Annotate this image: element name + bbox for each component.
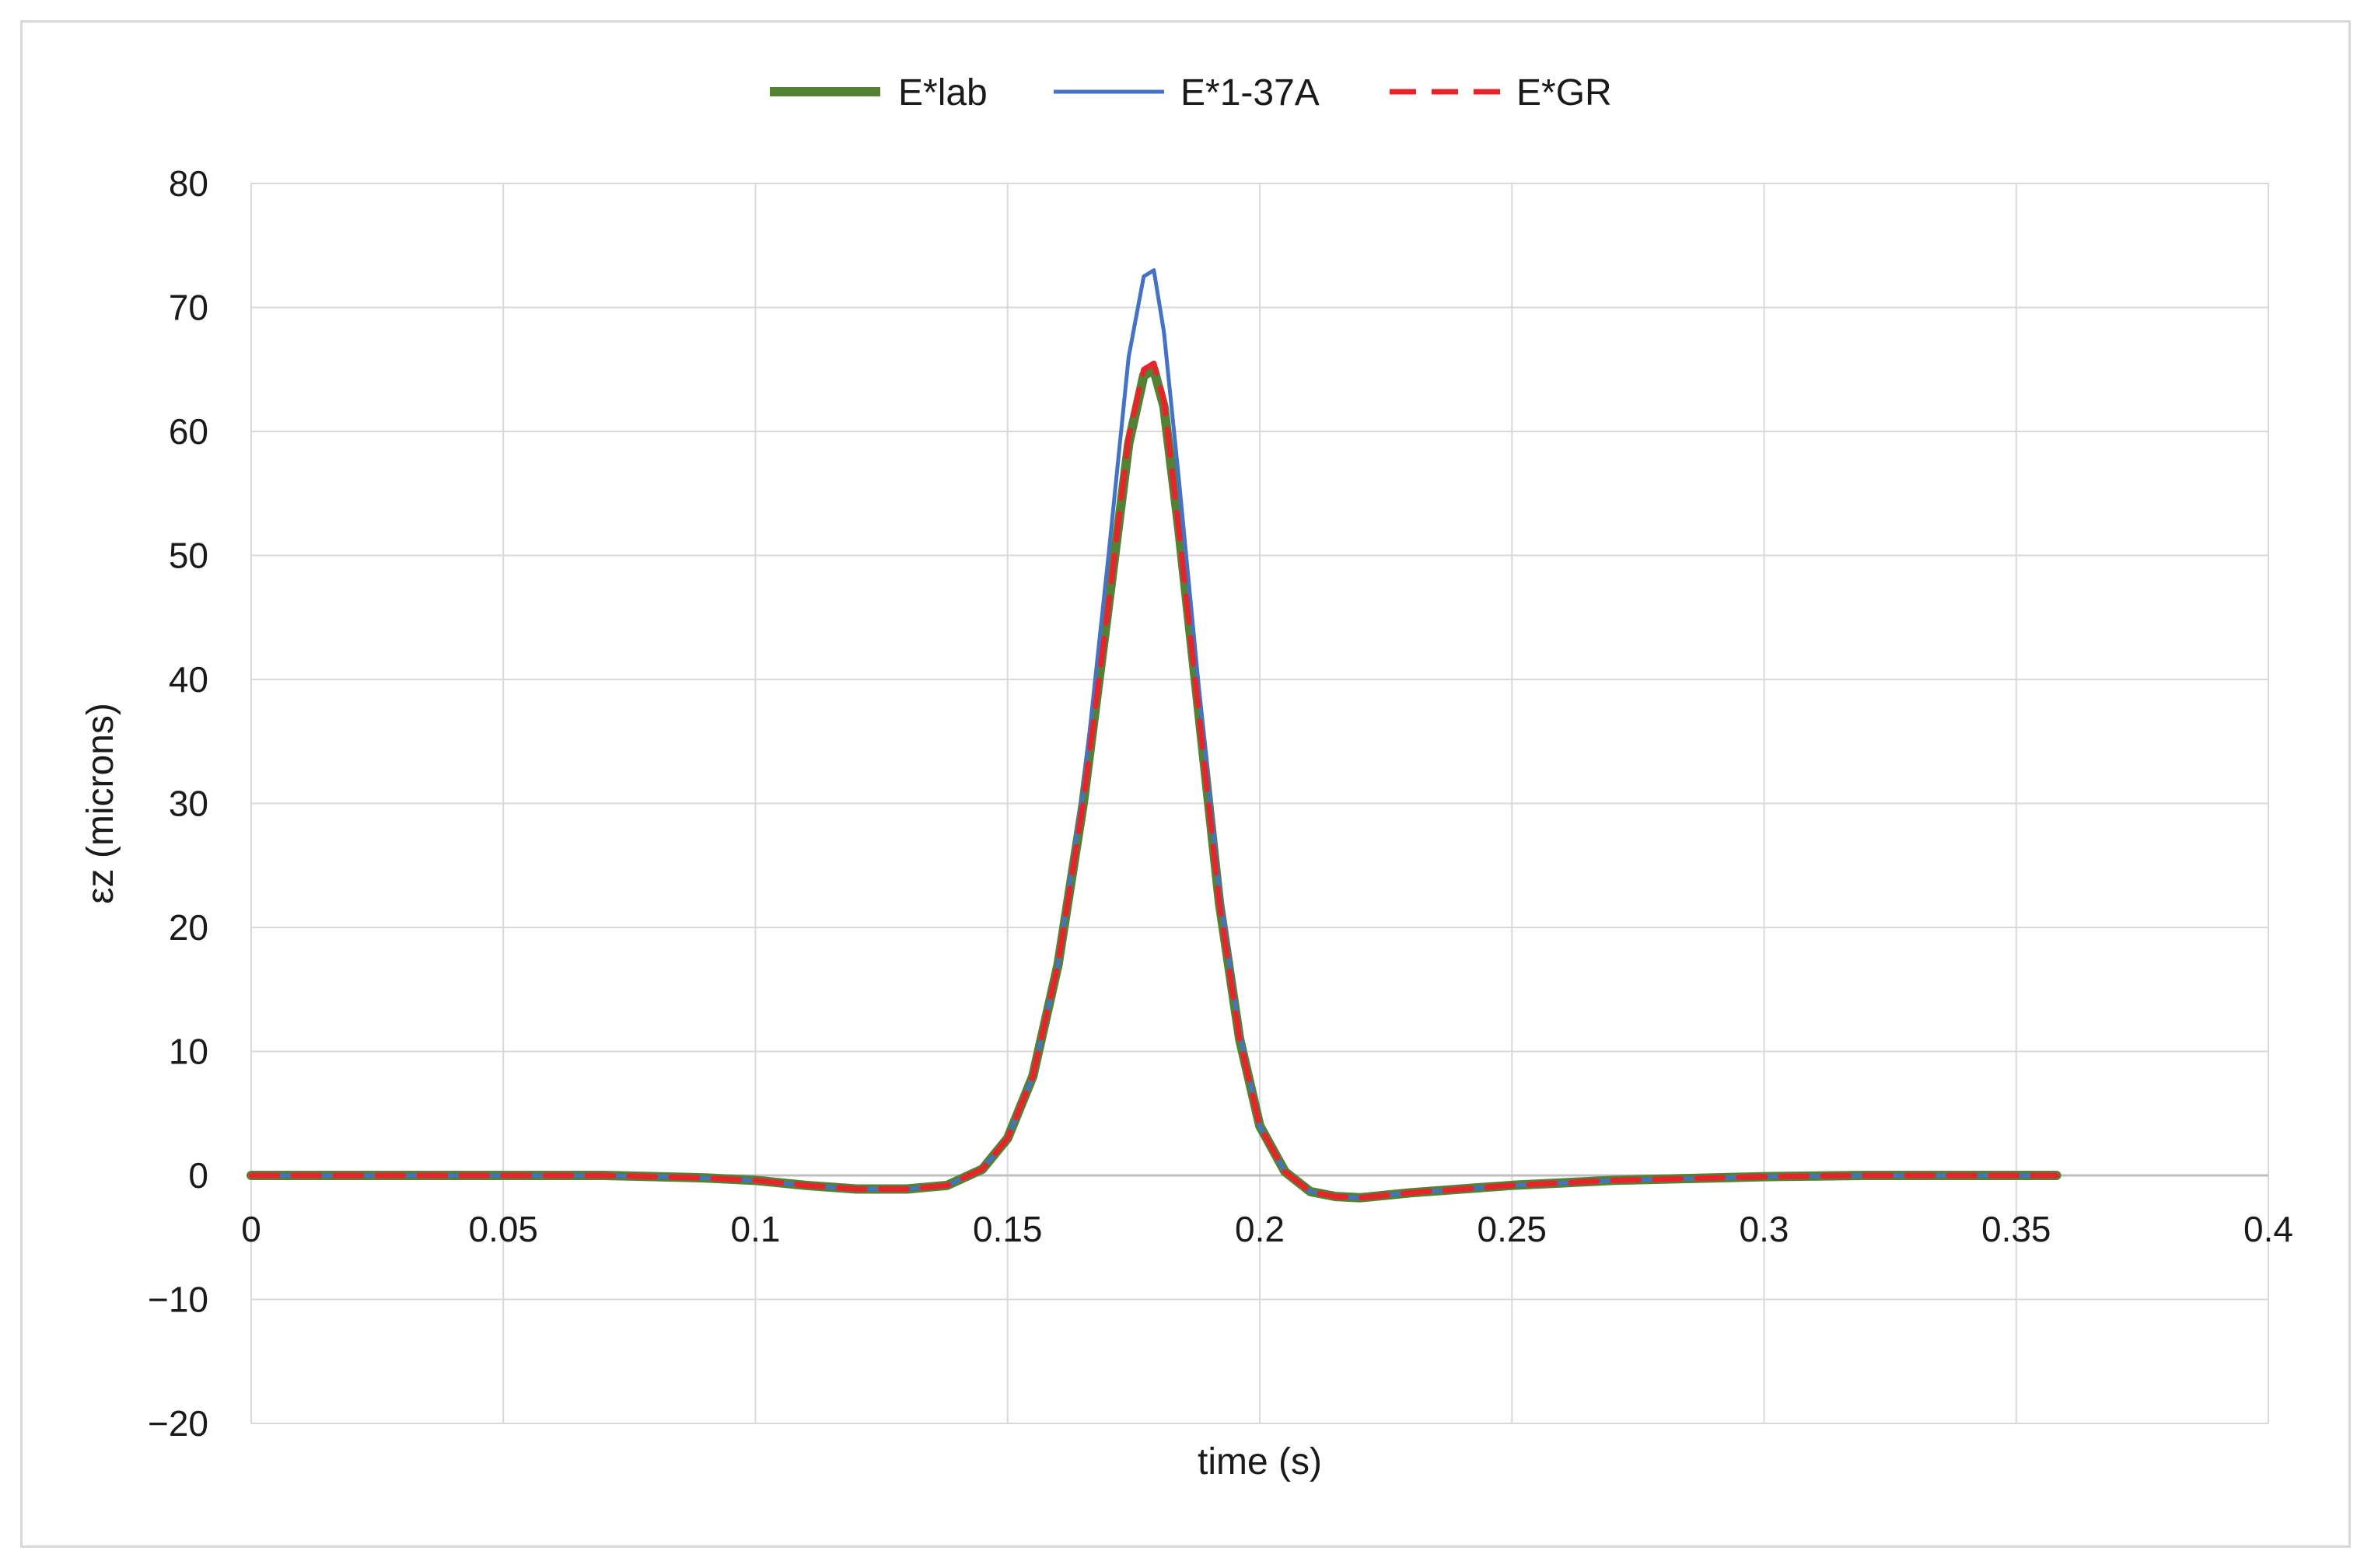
- chart-frame: [20, 20, 2351, 1548]
- legend-label: E*GR: [1516, 72, 1612, 113]
- y-tick-label: 60: [169, 411, 208, 452]
- y-tick-labels: −20 −10 0 10 20 30 40 50 60 70 80: [148, 163, 208, 1444]
- x-tick-label: 0.3: [1740, 1209, 1789, 1249]
- grid: [250, 183, 2269, 1424]
- legend-label: E*lab: [898, 72, 988, 113]
- series-line-e-gr: [248, 360, 2060, 1201]
- x-tick-labels: 0 0.05 0.1 0.15 0.2 0.25 0.3 0.35 0.4: [241, 1209, 2293, 1249]
- series-lines: [247, 268, 2062, 1203]
- y-tick-label: 20: [169, 907, 208, 948]
- x-tick-label: 0.15: [973, 1209, 1043, 1249]
- x-tick-label: 0.4: [2243, 1209, 2293, 1249]
- x-tick-label: 0.25: [1477, 1209, 1547, 1249]
- series-line-e-1-37a: [249, 268, 2059, 1200]
- y-axis-title: εz (microns): [80, 703, 121, 904]
- legend-label: E*1-37A: [1180, 72, 1320, 113]
- y-tick-label: 40: [169, 659, 208, 700]
- y-tick-label: 70: [169, 288, 208, 328]
- y-tick-label: 10: [169, 1032, 208, 1072]
- x-tick-label: 0: [241, 1209, 261, 1249]
- y-tick-label: 30: [169, 784, 208, 824]
- series-line-e-lab: [247, 365, 2062, 1203]
- y-tick-label: 80: [169, 163, 208, 204]
- x-tick-label: 0.35: [1981, 1209, 2051, 1249]
- x-tick-label: 0.2: [1235, 1209, 1285, 1249]
- y-tick-label: 50: [169, 536, 208, 576]
- y-tick-label: −20: [148, 1403, 208, 1444]
- x-tick-label: 0.05: [468, 1209, 538, 1249]
- legend: E*lab E*1-37A E*GR: [770, 72, 1612, 113]
- y-tick-label: 0: [188, 1155, 208, 1196]
- x-tick-label: 0.1: [731, 1209, 781, 1249]
- y-tick-label: −10: [148, 1280, 208, 1320]
- x-axis-title: time (s): [1198, 1441, 1322, 1482]
